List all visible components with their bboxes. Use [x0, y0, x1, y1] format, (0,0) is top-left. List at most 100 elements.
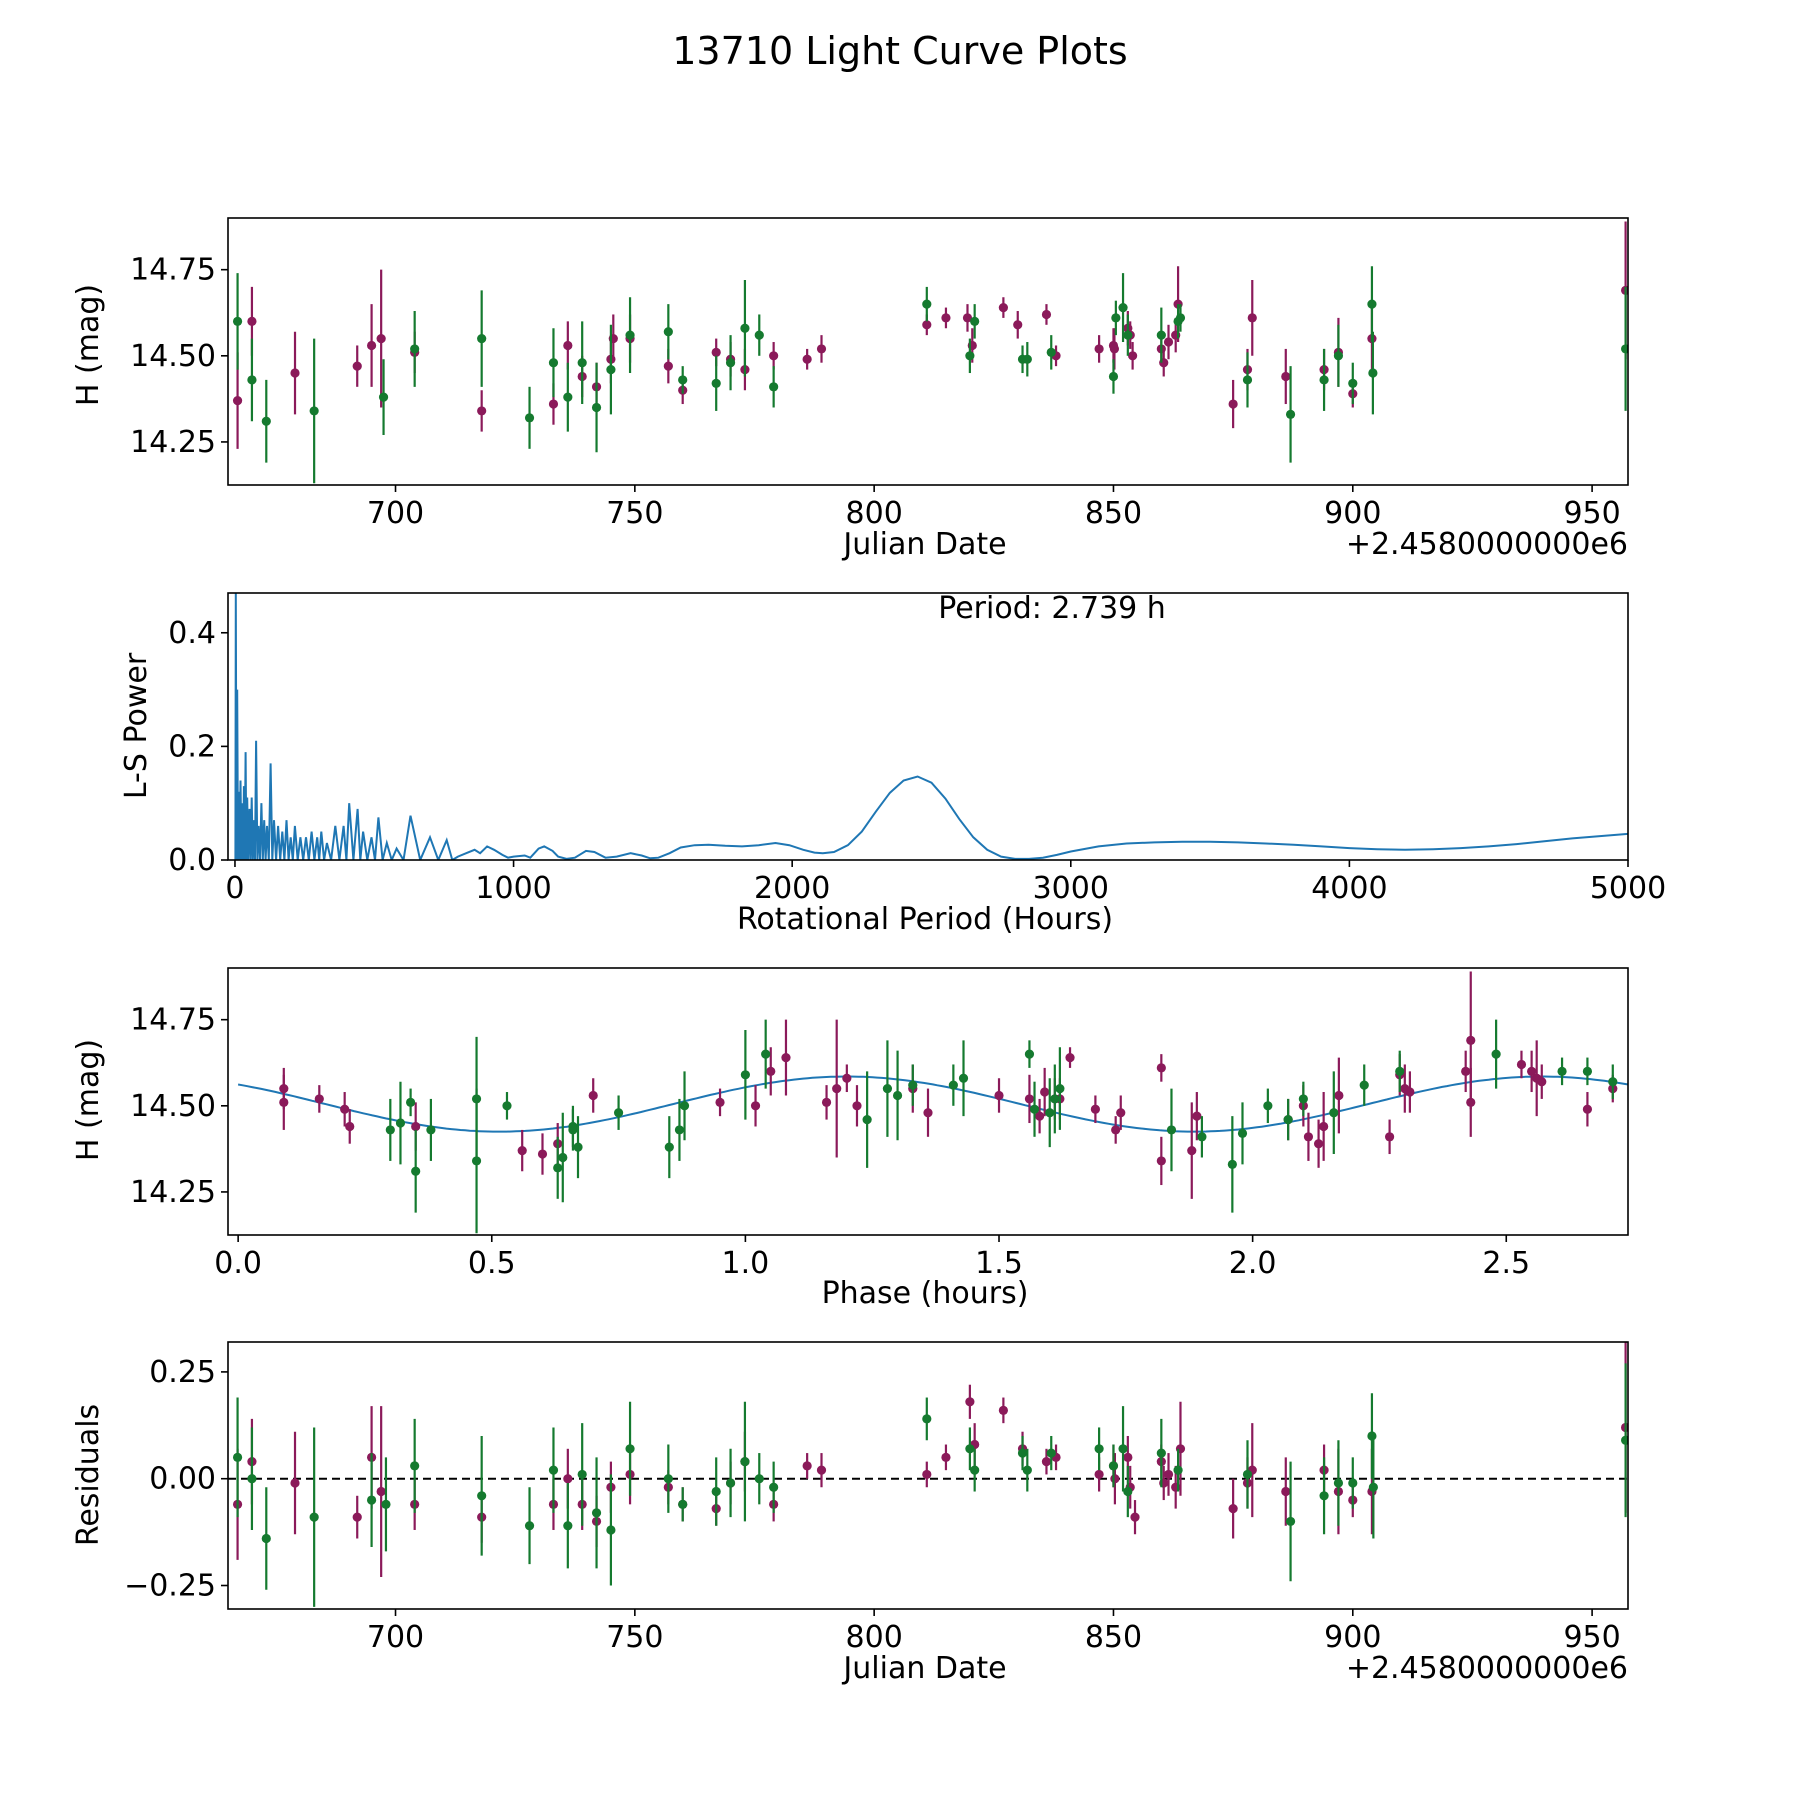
red-point	[1116, 1108, 1126, 1118]
green-point	[1348, 378, 1358, 388]
green-point	[1348, 1478, 1358, 1488]
red-point	[366, 340, 377, 351]
residuals-xtick-label: 750	[606, 1620, 663, 1655]
green-point	[366, 1495, 377, 1505]
red-point	[345, 1121, 355, 1132]
phased-ytick-label: 14.25	[130, 1175, 216, 1210]
periodogram-plot-area	[234, 593, 1628, 860]
phased-axes-frame	[227, 967, 1629, 1236]
green-point	[591, 1508, 602, 1518]
green-point	[725, 358, 736, 368]
green-point	[958, 1073, 969, 1083]
green-point	[965, 351, 975, 361]
red-point	[922, 320, 932, 330]
phased-xtick-label: 2.0	[1229, 1246, 1277, 1281]
green-point	[1045, 1108, 1055, 1118]
phased-xtick-label: 2.5	[1482, 1246, 1530, 1281]
red-point	[1527, 1066, 1537, 1076]
periodogram-xtick-label: 2000	[754, 871, 830, 906]
red-point	[314, 1094, 324, 1104]
red-point	[941, 1452, 951, 1462]
periodogram-ytick-label: 0.0	[168, 843, 216, 878]
green-point	[309, 406, 319, 416]
red-point	[477, 406, 487, 416]
green-point	[1046, 1448, 1056, 1458]
green-point	[1242, 375, 1253, 385]
green-point	[1173, 1465, 1183, 1475]
green-point	[563, 392, 573, 402]
red-point	[1303, 1132, 1314, 1142]
green-point	[1395, 1066, 1405, 1076]
red-point	[352, 1512, 362, 1522]
green-point	[1108, 371, 1119, 382]
red-point	[962, 313, 973, 323]
red-point	[352, 361, 362, 371]
red-point	[290, 1478, 300, 1488]
phased-panel: 0.0 0.5 1.0 1.5 2.0 2.5 14.25 14.50 14.75 H (mag…	[71, 967, 1629, 1311]
green-point	[1029, 1104, 1040, 1114]
lightcurve-ytick-label: 14.25	[130, 425, 216, 460]
periodogram-line	[234, 593, 1628, 860]
periodogram-xtick-label: 1000	[475, 871, 551, 906]
lightcurve-ytick-label: 14.50	[130, 339, 216, 374]
green-point	[725, 1478, 736, 1488]
green-point	[882, 1083, 893, 1094]
red-point	[1405, 1087, 1415, 1097]
green-point	[908, 1080, 918, 1090]
green-point	[1050, 1094, 1060, 1104]
red-point	[1537, 1077, 1547, 1087]
red-point	[1228, 399, 1238, 409]
red-point	[279, 1097, 289, 1107]
figure-title: 13710 Light Curve Plots	[672, 29, 1127, 73]
phased-xlabel: Phase (hours)	[822, 1276, 1029, 1311]
red-point	[1384, 1132, 1395, 1142]
green-point	[1368, 368, 1378, 378]
periodogram-axes-frame	[227, 592, 1629, 861]
lightcurve-xtick-label: 800	[846, 496, 903, 531]
green-point	[1166, 1125, 1177, 1135]
red-point	[376, 1486, 386, 1497]
green-point	[548, 358, 559, 368]
green-point	[1298, 1094, 1308, 1104]
fit-curve	[237, 1075, 1628, 1133]
lightcurve-ytick-label: 14.75	[130, 253, 216, 288]
lightcurve-xtick-label: 850	[1085, 496, 1142, 531]
red-point	[766, 1066, 776, 1076]
red-point	[994, 1090, 1004, 1101]
red-point	[941, 313, 951, 323]
red-point	[711, 347, 721, 357]
periodogram-xlabel: Rotational Period (Hours)	[737, 902, 1113, 937]
red-point	[1163, 337, 1174, 347]
red-point	[232, 395, 243, 406]
red-point	[588, 1090, 598, 1101]
red-point	[1281, 1486, 1291, 1497]
residuals-ytick-label: 0.00	[149, 1462, 216, 1497]
green-point	[1094, 1444, 1104, 1454]
green-point	[754, 330, 764, 340]
red-point	[1110, 1474, 1120, 1484]
lightcurve-offset-label: +2.4580000000e6	[1346, 527, 1628, 562]
red-point	[715, 1097, 725, 1107]
green-point	[1017, 1448, 1028, 1458]
red-point	[1156, 1063, 1166, 1073]
lightcurve-xtick-label: 700	[367, 496, 424, 531]
phased-xtick-label: 1.5	[975, 1246, 1023, 1281]
green-point	[309, 1512, 319, 1522]
residuals-ytick-label: −0.25	[124, 1569, 216, 1604]
red-point	[1313, 1139, 1324, 1149]
residuals-xtick-label: 900	[1324, 1620, 1381, 1655]
periodogram-panel: 0 1000 2000 3000 4000 5000 0.0 0.2 0.4 Period: 2…	[119, 591, 1666, 937]
green-point	[1156, 330, 1166, 340]
green-point	[1227, 1159, 1237, 1169]
green-point	[892, 1090, 903, 1101]
green-point	[410, 344, 420, 354]
residuals-xtick-label: 950	[1563, 1620, 1620, 1655]
green-point	[1621, 1435, 1628, 1445]
red-point	[1156, 1156, 1166, 1166]
green-point	[1055, 1083, 1065, 1094]
red-point	[1041, 309, 1052, 320]
red-point	[922, 1469, 932, 1480]
phased-ytick-label: 14.50	[130, 1089, 216, 1124]
red-point	[1461, 1066, 1471, 1076]
red-point	[1128, 351, 1138, 361]
